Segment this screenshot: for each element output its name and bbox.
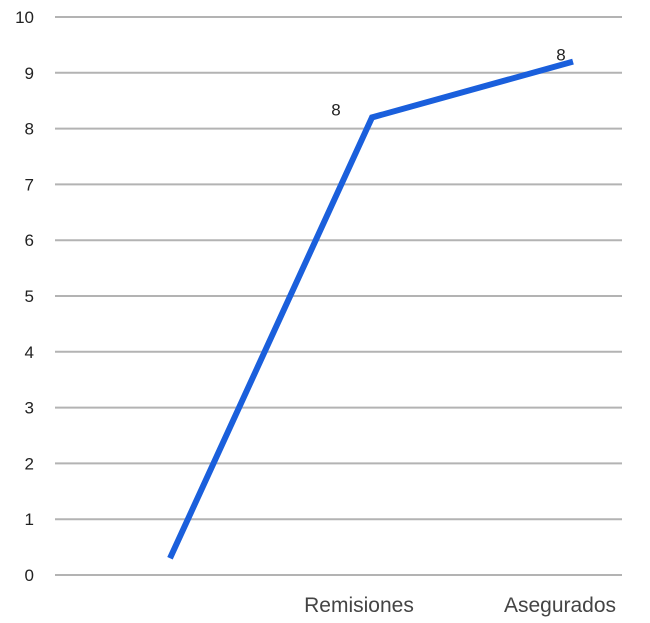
data-label-1: 8 (331, 100, 340, 119)
y-tick-label-9: 9 (25, 64, 34, 83)
y-axis-tick-labels: 0 1 2 3 4 5 6 7 8 9 10 (15, 8, 34, 585)
y-tick-label-1: 1 (25, 510, 34, 529)
y-tick-label-5: 5 (25, 287, 34, 306)
y-tick-label-10: 10 (15, 8, 34, 27)
x-axis-category-labels: Remisiones Asegurados (304, 594, 616, 617)
y-tick-label-3: 3 (25, 399, 34, 418)
x-category-label-remisiones: Remisiones (304, 594, 414, 617)
data-label-2: 8 (556, 46, 565, 65)
y-tick-label-0: 0 (25, 566, 34, 585)
series-line-0 (167, 58, 574, 560)
data-labels: 88 (331, 46, 565, 120)
y-tick-label-7: 7 (25, 175, 34, 194)
y-tick-label-8: 8 (25, 120, 34, 139)
series-lines (167, 58, 574, 560)
y-tick-label-2: 2 (25, 454, 34, 473)
y-tick-label-4: 4 (25, 343, 34, 362)
x-category-label-asegurados: Asegurados (504, 594, 616, 617)
y-tick-label-6: 6 (25, 231, 34, 250)
